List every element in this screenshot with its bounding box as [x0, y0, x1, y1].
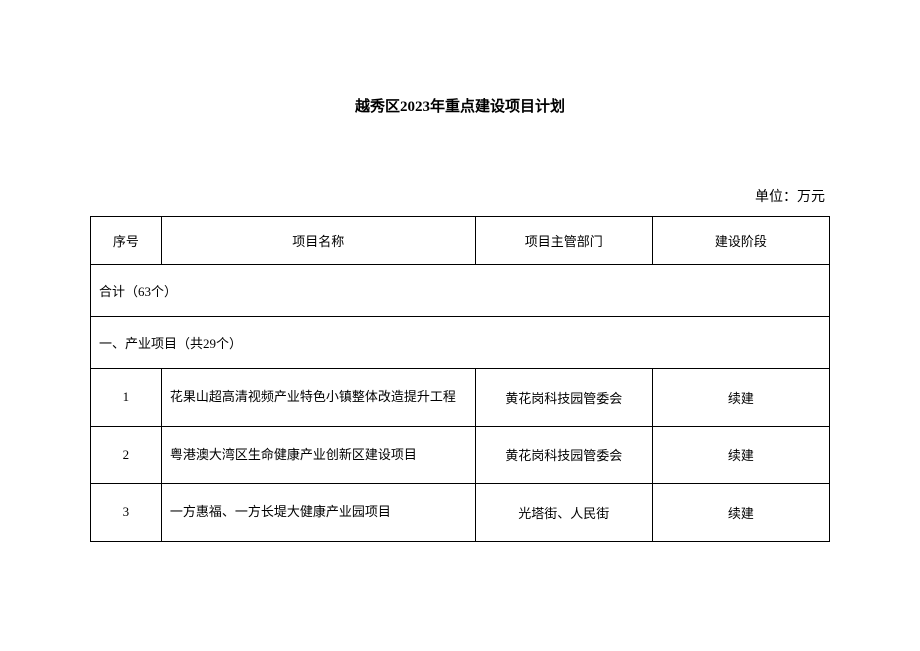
header-name: 项目名称 — [161, 217, 475, 265]
cell-seq: 2 — [91, 426, 162, 484]
cell-dept: 黄花岗科技园管委会 — [475, 369, 652, 427]
cell-dept: 光塔街、人民街 — [475, 484, 652, 542]
section-total-label: 合计（63个） — [91, 265, 830, 317]
cell-name: 一方惠福、一方长堤大健康产业园项目 — [161, 484, 475, 542]
table-row: 1 花果山超高清视频产业特色小镇整体改造提升工程 黄花岗科技园管委会 续建 — [91, 369, 830, 427]
cell-name: 粤港澳大湾区生命健康产业创新区建设项目 — [161, 426, 475, 484]
header-dept: 项目主管部门 — [475, 217, 652, 265]
cell-seq: 3 — [91, 484, 162, 542]
table-header-row: 序号 项目名称 项目主管部门 建设阶段 — [91, 217, 830, 265]
header-seq: 序号 — [91, 217, 162, 265]
table-row: 3 一方惠福、一方长堤大健康产业园项目 光塔街、人民街 续建 — [91, 484, 830, 542]
table-row: 2 粤港澳大湾区生命健康产业创新区建设项目 黄花岗科技园管委会 续建 — [91, 426, 830, 484]
cell-seq: 1 — [91, 369, 162, 427]
projects-table: 序号 项目名称 项目主管部门 建设阶段 合计（63个） 一、产业项目（共29个）… — [90, 216, 830, 542]
page-container: 越秀区2023年重点建设项目计划 单位：万元 序号 项目名称 项目主管部门 建设… — [0, 0, 920, 542]
cell-stage: 续建 — [652, 426, 829, 484]
section-industry-label: 一、产业项目（共29个） — [91, 317, 830, 369]
cell-stage: 续建 — [652, 484, 829, 542]
cell-name: 花果山超高清视频产业特色小镇整体改造提升工程 — [161, 369, 475, 427]
section-total-row: 合计（63个） — [91, 265, 830, 317]
cell-dept: 黄花岗科技园管委会 — [475, 426, 652, 484]
header-stage: 建设阶段 — [652, 217, 829, 265]
cell-stage: 续建 — [652, 369, 829, 427]
page-title: 越秀区2023年重点建设项目计划 — [90, 95, 830, 116]
unit-label: 单位：万元 — [90, 186, 830, 206]
section-industry-row: 一、产业项目（共29个） — [91, 317, 830, 369]
